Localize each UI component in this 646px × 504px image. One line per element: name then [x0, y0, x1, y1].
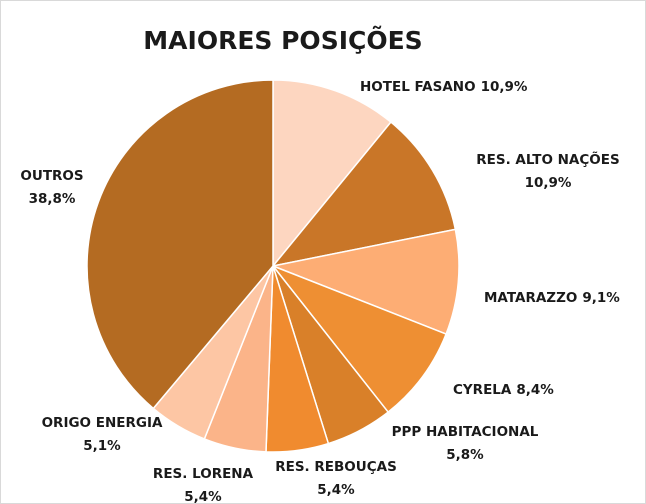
pie-slice [272, 79, 392, 269]
slice-label: CYRELA 8,4% [453, 382, 554, 398]
category-label: PPP HABITACIONAL [392, 424, 539, 440]
slice-label: RES. ALTO NAÇÕES 10,9% [476, 150, 619, 191]
slice-label: HOTEL FASANO 10,9% [360, 79, 528, 95]
category-label: RES. REBOUÇAS [275, 459, 397, 475]
category-label: OUTROS [20, 168, 83, 184]
category-label: RES. ALTO NAÇÕES [476, 150, 619, 168]
category-label: RES. LORENA [153, 466, 254, 482]
value-label: 5,8% [446, 447, 484, 463]
slice-label: RES. LORENA 5,4% [153, 466, 254, 504]
value-label: 5,4% [317, 482, 355, 498]
slice-label: OUTROS 38,8% [20, 168, 83, 207]
value-label: 10,9% [525, 175, 572, 191]
category-label: HOTEL FASANO [360, 79, 476, 95]
slice-label: RES. REBOUÇAS 5,4% [275, 459, 397, 498]
pie-slice [270, 228, 460, 336]
pie-slice [271, 121, 457, 268]
value-label: 10,9% [481, 79, 528, 95]
value-label: 9,1% [582, 290, 620, 306]
value-label: 8,4% [516, 382, 554, 398]
pie-slice [86, 79, 274, 410]
slice-label: PPP HABITACIONAL 5,8% [392, 424, 539, 463]
value-label: 38,8% [29, 191, 76, 207]
slice-label: ORIGO ENERGIA 5,1% [42, 415, 163, 454]
category-label: MATARAZZO [484, 290, 577, 306]
value-label: 5,1% [83, 438, 121, 454]
category-label: CYRELA [453, 382, 512, 398]
chart-title: MAIORES POSIÇÕES [143, 25, 422, 55]
category-label: ORIGO ENERGIA [42, 415, 163, 431]
pie-slice [270, 264, 448, 414]
value-label: 5,4% [184, 489, 222, 504]
slice-label: MATARAZZO 9,1% [484, 290, 620, 306]
